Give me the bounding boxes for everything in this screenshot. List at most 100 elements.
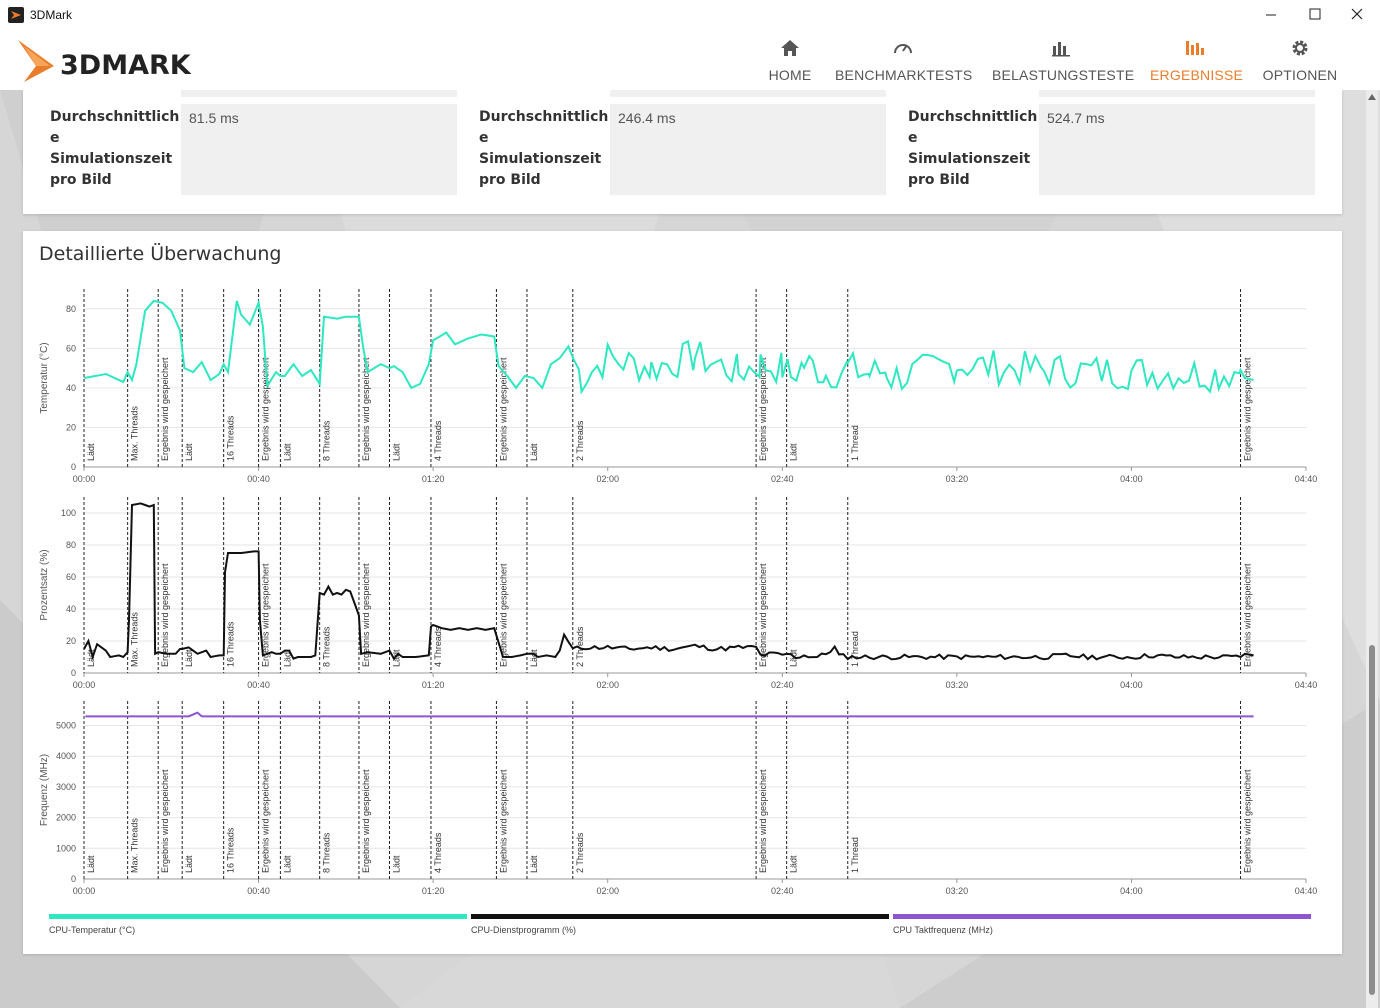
x-tick-label: 00:00 xyxy=(73,474,96,484)
x-tick-label: 04:40 xyxy=(1295,680,1318,690)
y-tick-label: 0 xyxy=(71,874,76,884)
y-tick-label: 0 xyxy=(71,462,76,472)
stat-box-top xyxy=(610,90,886,97)
phase-marker-label: Ergebnis wird gespeichert xyxy=(1243,563,1253,667)
y-tick-label: 40 xyxy=(66,604,76,614)
x-tick-label: 01:20 xyxy=(422,474,445,484)
x-tick-label: 03:20 xyxy=(946,680,969,690)
phase-marker-label: 2 Threads xyxy=(575,626,585,667)
nav-optionen[interactable]: OPTIONEN xyxy=(1260,30,1340,90)
phase-marker-label: Ergebnis wird gespeichert xyxy=(498,769,508,873)
phase-marker-label: 1 Thread xyxy=(850,631,860,667)
x-tick-label: 02:00 xyxy=(596,680,619,690)
phase-marker-label: Lädt xyxy=(282,649,292,667)
nav-label-benchmarktests: BENCHMARKTESTS xyxy=(835,67,973,83)
maximize-button[interactable] xyxy=(1292,0,1338,30)
minimize-icon xyxy=(1266,14,1276,16)
minimize-button[interactable] xyxy=(1248,0,1294,30)
legend-cpu-utility[interactable]: CPU-Dienstprogramm (%) xyxy=(471,914,889,935)
y-axis-label: Prozentsatz (%) xyxy=(39,549,50,620)
phase-marker-label: Ergebnis wird gespeichert xyxy=(160,357,170,461)
stat-value-box: 246.4 ms xyxy=(610,104,886,195)
stat-value-box: 524.7 ms xyxy=(1039,104,1315,195)
x-tick-label: 04:40 xyxy=(1295,886,1318,896)
nav-ergebnisse[interactable]: ERGEBNISSE xyxy=(1150,30,1244,90)
3dmark-logo-icon: 3DMARK xyxy=(18,40,192,82)
y-tick-label: 80 xyxy=(66,540,76,550)
bar-chart-icon xyxy=(1052,42,1070,57)
phase-marker-label: 4 Threads xyxy=(433,420,443,461)
phase-marker-label: 1 Thread xyxy=(850,425,860,461)
phase-marker-label: Lädt xyxy=(789,649,799,667)
nav-belastungsteste[interactable]: BELASTUNGSTESTE xyxy=(992,30,1134,90)
phase-marker-label: Lädt xyxy=(529,649,539,667)
y-tick-label: 20 xyxy=(66,636,76,646)
phase-marker-label: Ergebnis wird gespeichert xyxy=(261,357,271,461)
results-icon xyxy=(1186,41,1204,55)
legend-cpu-frequency[interactable]: CPU Taktfrequenz (MHz) xyxy=(893,914,1311,935)
scroll-thumb[interactable] xyxy=(1369,645,1375,995)
phase-marker-label: Ergebnis wird gespeichert xyxy=(361,563,371,667)
y-tick-label: 3000 xyxy=(56,782,76,792)
phase-marker-label: 2 Threads xyxy=(575,420,585,461)
monitoring-title: Detaillierte Überwachung xyxy=(39,243,282,265)
x-tick-label: 02:00 xyxy=(596,474,619,484)
y-tick-label: 4000 xyxy=(56,751,76,761)
x-tick-label: 01:20 xyxy=(422,680,445,690)
phase-marker-label: Lädt xyxy=(86,855,96,873)
legend-label: CPU Taktfrequenz (MHz) xyxy=(893,925,993,935)
nav-label-optionen: OPTIONEN xyxy=(1262,67,1338,83)
nav-label-home: HOME xyxy=(768,67,812,83)
x-tick-label: 02:00 xyxy=(596,886,619,896)
x-tick-label: 04:00 xyxy=(1120,886,1143,896)
close-icon xyxy=(1351,8,1363,20)
scroll-up-arrow-icon[interactable] xyxy=(1368,94,1376,100)
phase-marker-label: Lädt xyxy=(184,649,194,667)
phase-marker-label: Ergebnis wird gespeichert xyxy=(261,769,271,873)
phase-marker-label: Max. Threads xyxy=(130,818,140,873)
phase-marker-label: Lädt xyxy=(86,443,96,461)
x-tick-label: 01:20 xyxy=(422,886,445,896)
x-tick-label: 03:20 xyxy=(946,886,969,896)
y-tick-label: 5000 xyxy=(56,721,76,731)
y-axis-label: Frequenz (MHz) xyxy=(39,754,50,826)
phase-marker-label: 8 Threads xyxy=(322,832,332,873)
y-tick-label: 60 xyxy=(66,572,76,582)
phase-marker-label: Lädt xyxy=(529,443,539,461)
window-title: 3DMark xyxy=(30,8,73,22)
stat-label: Durchschnittlich e Simulationszeit pro Bil… xyxy=(50,109,180,188)
close-button[interactable] xyxy=(1334,0,1380,30)
x-tick-label: 04:40 xyxy=(1295,474,1318,484)
phase-marker-label: 4 Threads xyxy=(433,832,443,873)
phase-marker-label: Ergebnis wird gespeichert xyxy=(361,357,371,461)
phase-marker-label: Lädt xyxy=(789,443,799,461)
speedometer-icon xyxy=(894,44,912,54)
phase-marker-label: Max. Threads xyxy=(130,612,140,667)
nav-label-ergebnisse: ERGEBNISSE xyxy=(1150,67,1244,83)
nav-benchmarktests[interactable]: BENCHMARKTESTS xyxy=(835,30,973,90)
phase-marker-label: Lädt xyxy=(282,443,292,461)
phase-marker-label: Lädt xyxy=(392,649,402,667)
temperature-series-line xyxy=(83,299,1254,395)
phase-marker-label: Ergebnis wird gespeichert xyxy=(498,563,508,667)
vertical-scrollbar[interactable] xyxy=(1366,90,1378,1008)
legend-label: CPU-Temperatur (°C) xyxy=(49,925,136,935)
y-tick-label: 1000 xyxy=(56,843,76,853)
detailed-monitoring-card: Detaillierte Überwachung 0 20 40 60 80 00:00 0… xyxy=(23,231,1342,954)
phase-marker-label: Lädt xyxy=(184,443,194,461)
legend-cpu-temperature[interactable]: CPU-Temperatur (°C) xyxy=(49,914,467,935)
utility-series-line xyxy=(83,502,1254,661)
phase-marker-label: 16 Threads xyxy=(226,827,236,873)
phase-marker-label: Ergebnis wird gespeichert xyxy=(160,769,170,873)
brand-logo[interactable]: 3DMARK xyxy=(14,36,224,91)
maximize-icon xyxy=(1309,8,1321,20)
phase-marker-label: 4 Threads xyxy=(433,626,443,667)
legend-swatch xyxy=(49,914,467,919)
nav-home[interactable]: HOME xyxy=(760,30,820,90)
phase-marker-label: Ergebnis wird gespeichert xyxy=(758,357,768,461)
monitoring-charts[interactable]: 0 20 40 60 80 00:00 00:40 01:20 02:00 02:40 03:20 0… xyxy=(23,231,1342,911)
phase-marker-label: 8 Threads xyxy=(322,420,332,461)
phase-marker-label: Ergebnis wird gespeichert xyxy=(1243,357,1253,461)
y-tick-label: 100 xyxy=(61,508,76,518)
phase-marker-label: Lädt xyxy=(184,855,194,873)
